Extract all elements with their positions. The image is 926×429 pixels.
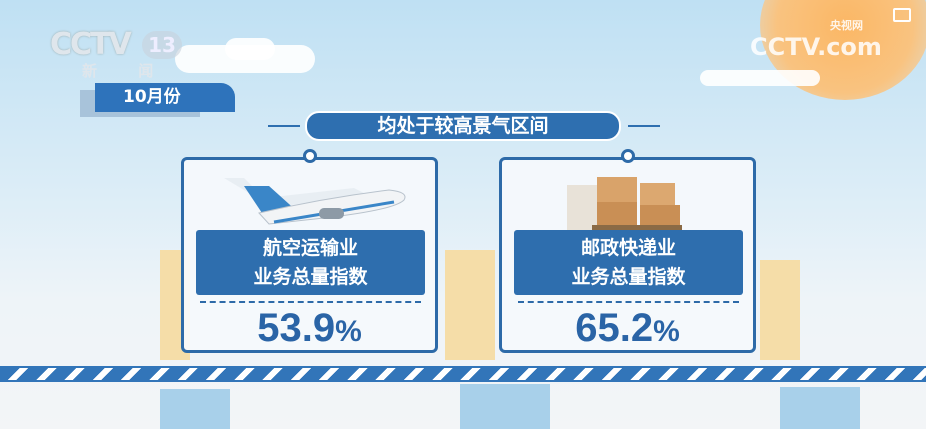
ring-icon xyxy=(620,149,635,163)
channel-name: 新 闻 xyxy=(82,62,172,80)
cctv-com-watermark: CCTV.com 央视网 xyxy=(750,19,882,61)
title-decoration-right xyxy=(628,125,660,127)
index-value: 53.9% xyxy=(184,305,435,355)
divider xyxy=(518,301,739,303)
watermark-sub: 央视网 xyxy=(830,19,863,32)
channel-number: 13 xyxy=(142,31,182,59)
label-line-1: 航空运输业 xyxy=(262,237,358,259)
value-unit: % xyxy=(653,315,680,348)
cctv-logo: CCTV xyxy=(50,27,132,62)
building xyxy=(780,387,860,429)
period-tag: 10月份 xyxy=(95,83,235,112)
watermark-logo: CCTV.com xyxy=(750,33,882,61)
window-mode-icon[interactable] xyxy=(893,8,911,22)
airplane-icon xyxy=(224,178,406,225)
background-building xyxy=(445,250,495,360)
background-building xyxy=(760,260,800,360)
index-value: 65.2% xyxy=(502,305,753,355)
ring-icon xyxy=(302,149,317,163)
headline: 均处于较高景气区间 xyxy=(305,111,621,141)
card-aviation: 航空运输业业务总量指数 53.9% xyxy=(181,149,438,355)
cloud xyxy=(700,70,820,86)
cloud xyxy=(225,38,275,60)
building xyxy=(160,389,230,429)
label-line-2: 业务总量指数 xyxy=(253,266,368,288)
title-decoration-left xyxy=(268,125,300,127)
value-number: 53.9 xyxy=(257,306,336,350)
divider xyxy=(200,301,421,303)
card-label: 邮政快递业业务总量指数 xyxy=(514,230,743,295)
label-line-1: 邮政快递业 xyxy=(580,237,676,259)
card-postal: 邮政快递业业务总量指数 65.2% xyxy=(499,149,756,355)
building xyxy=(460,384,550,429)
label-line-2: 业务总量指数 xyxy=(571,266,686,288)
parcel-boxes-icon xyxy=(567,177,682,230)
card-label: 航空运输业业务总量指数 xyxy=(196,230,425,295)
striped-track-decoration xyxy=(0,366,926,382)
value-unit: % xyxy=(335,315,362,348)
value-number: 65.2 xyxy=(575,306,654,350)
